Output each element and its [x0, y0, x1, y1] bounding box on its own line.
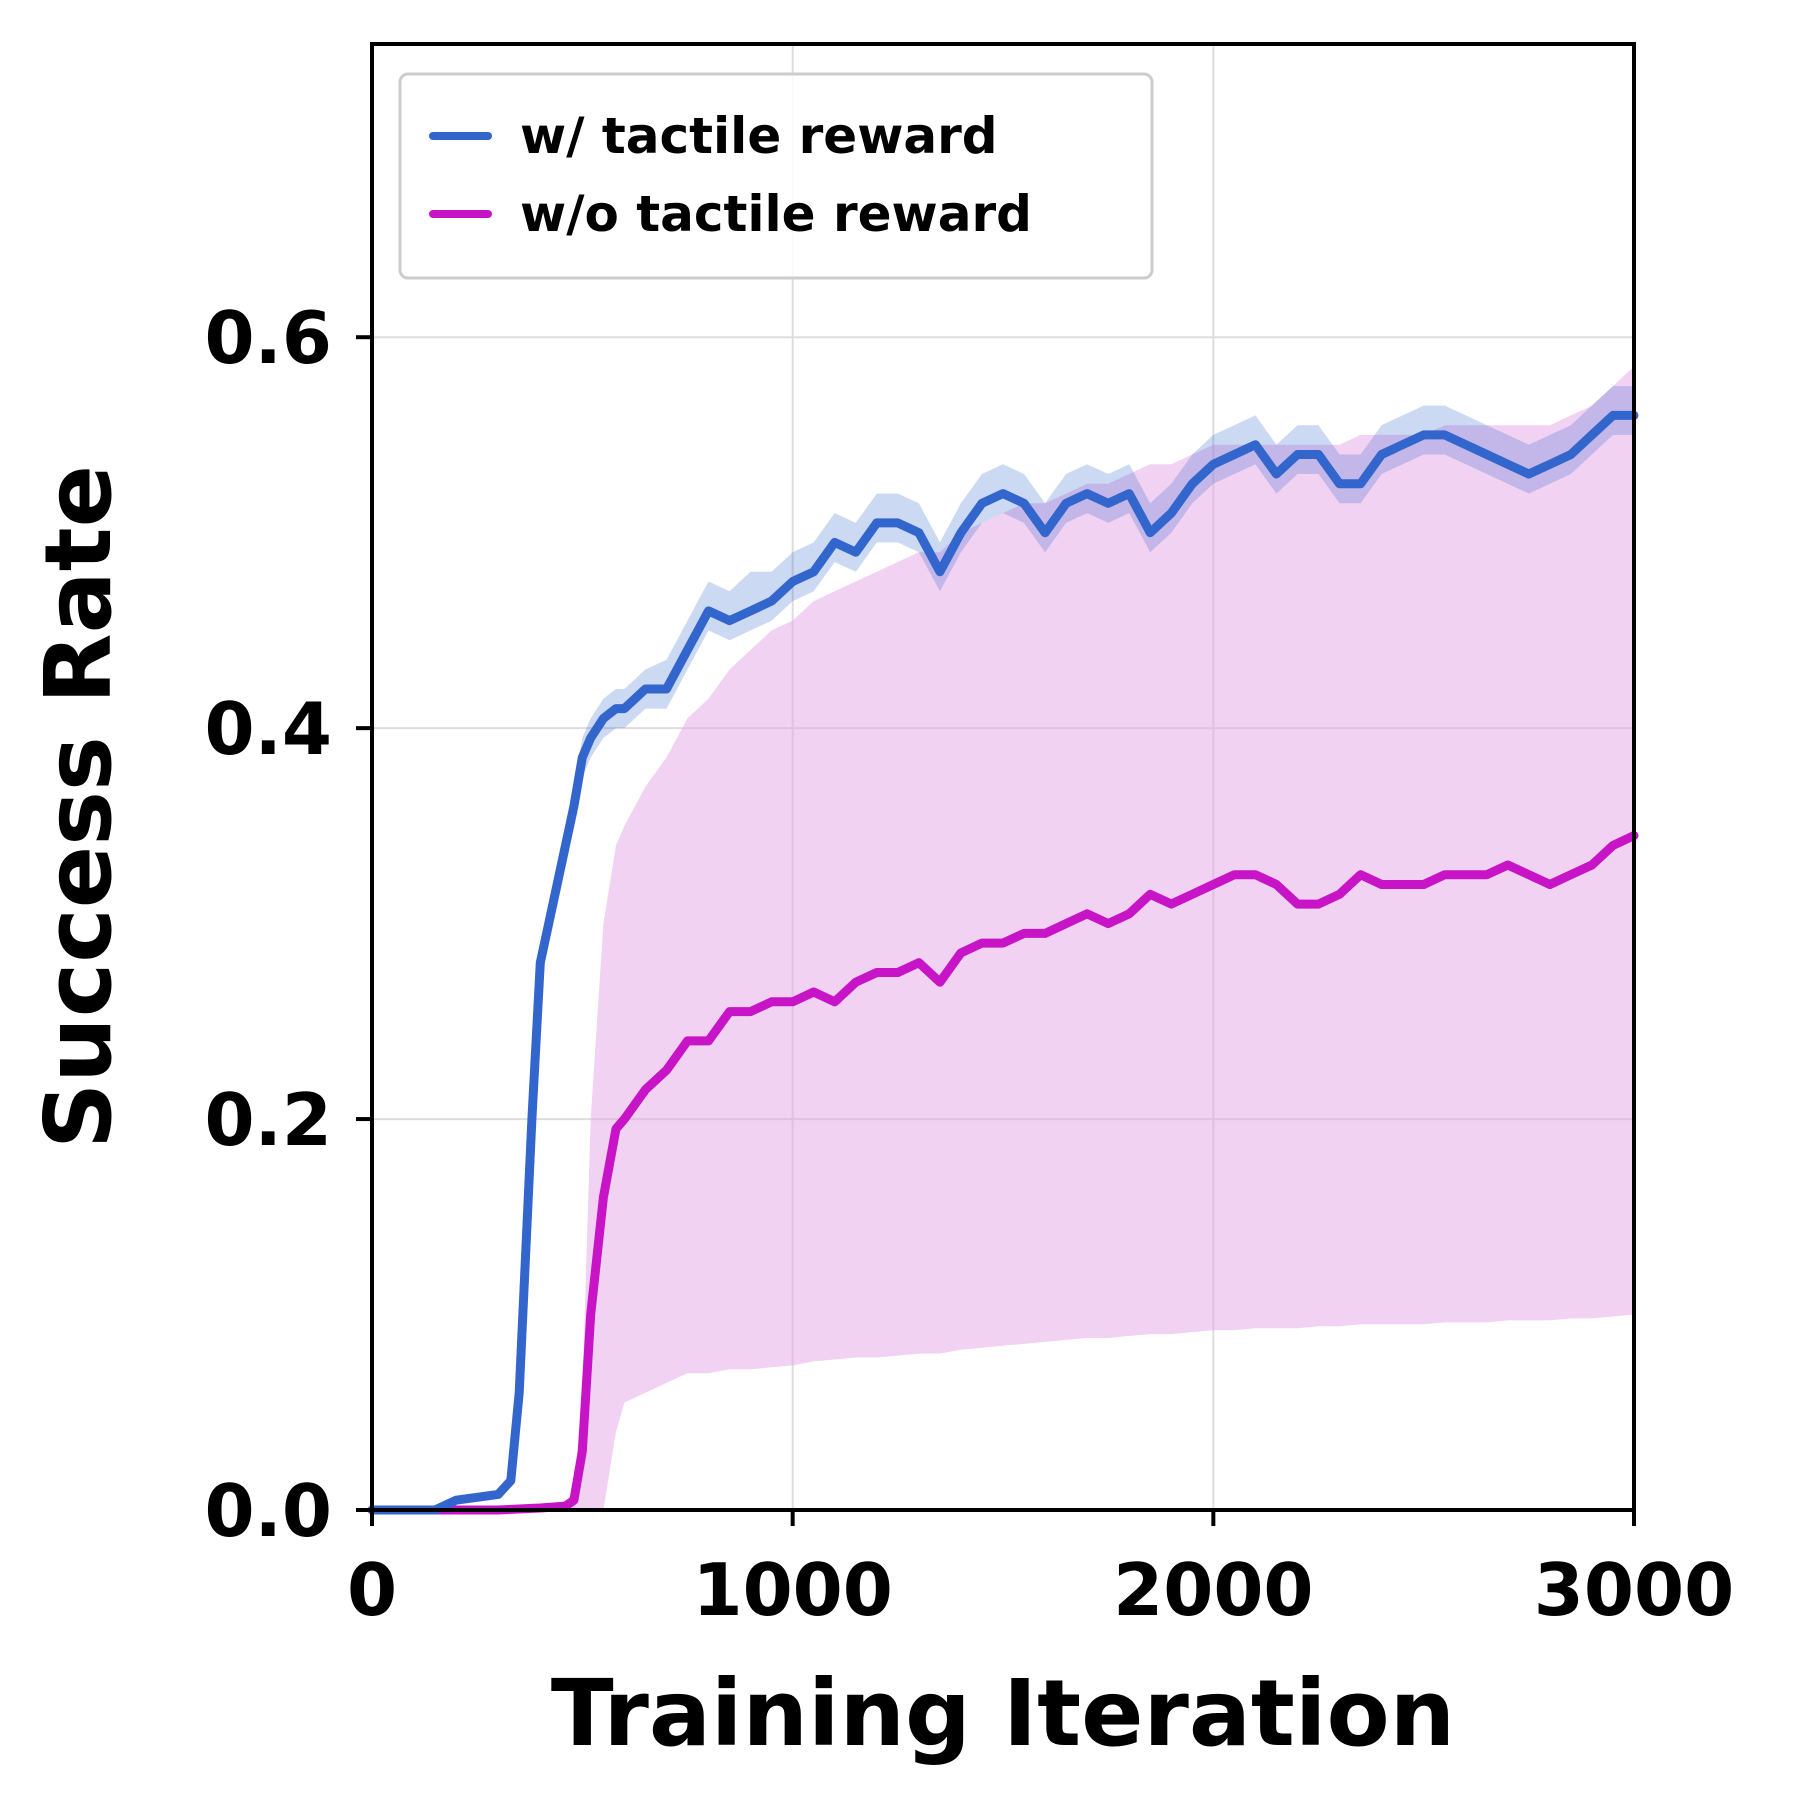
y-tick-label: 0.2 [204, 1078, 332, 1162]
legend: w/ tactile reward w/o tactile reward [398, 72, 1154, 280]
axis-ticks: 0 1000 2000 3000 0.0 0.2 0.4 0.6 [204, 296, 1734, 1632]
legend-box [398, 72, 1154, 280]
y-axis-title: Success Rate [25, 465, 132, 1149]
series-line-wo-tactile [367, 831, 1639, 1515]
legend-label-w-tactile: w/ tactile reward [520, 107, 998, 165]
series-line-w-tactile [367, 410, 1639, 1515]
x-tick-label: 0 [347, 1548, 397, 1632]
y-tick-label: 0.4 [204, 687, 332, 771]
legend-label-wo-tactile: w/o tactile reward [520, 185, 1032, 243]
plot-frame [370, 42, 1636, 1512]
series-lines [367, 410, 1639, 1515]
x-tick-label: 2000 [1113, 1548, 1313, 1632]
y-tick-label: 0.6 [204, 296, 332, 380]
x-tick-label: 3000 [1534, 1548, 1734, 1632]
x-axis-title: Training Iteration [551, 1660, 1455, 1767]
band-w-tactile [372, 386, 1634, 1511]
y-tick-label: 0.0 [204, 1469, 332, 1553]
x-tick-label: 1000 [692, 1548, 892, 1632]
